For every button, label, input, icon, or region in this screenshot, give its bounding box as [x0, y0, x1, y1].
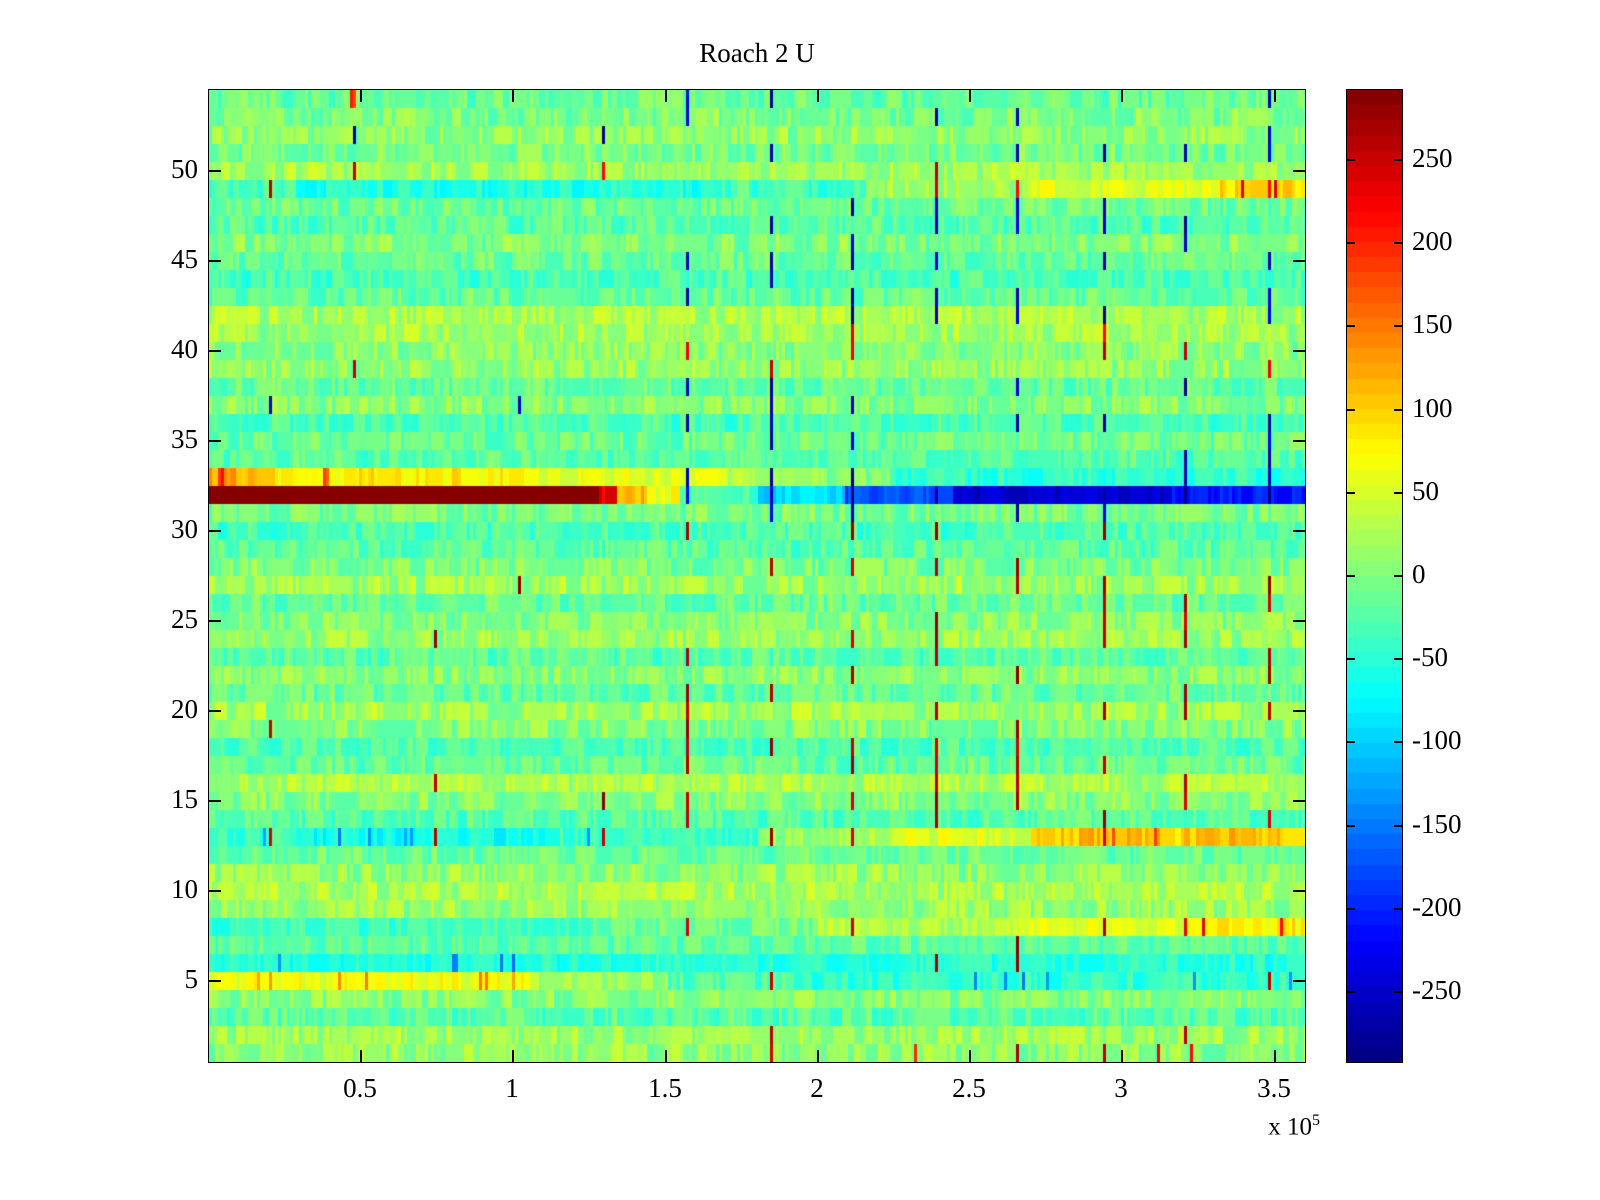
colorbar-tick-label: -100	[1412, 725, 1462, 755]
x-tick-label: 0.5	[343, 1073, 377, 1103]
x-tick	[969, 1050, 971, 1062]
x-tick	[360, 1050, 362, 1062]
y-tick-right	[1293, 260, 1305, 262]
y-tick	[209, 440, 221, 442]
y-tick-label: 40	[171, 334, 198, 364]
x-tick-top	[969, 90, 971, 102]
colorbar	[1346, 89, 1403, 1063]
colorbar-tick-label: -50	[1412, 642, 1448, 672]
y-tick	[209, 350, 221, 352]
colorbar-tick	[1347, 409, 1355, 411]
x-tick	[817, 1050, 819, 1062]
colorbar-tick	[1347, 325, 1355, 327]
y-tick	[209, 800, 221, 802]
plot-title: Roach 2 U	[699, 38, 815, 68]
y-tick	[209, 890, 221, 892]
y-tick-right	[1293, 170, 1305, 172]
colorbar-tick	[1347, 492, 1355, 494]
colorbar-tick-right	[1394, 492, 1402, 494]
x-tick	[1121, 1050, 1123, 1062]
colorbar-tick-right	[1394, 991, 1402, 993]
x-axis-exponent-label: x 105	[1225, 1112, 1320, 1141]
colorbar-tick-right	[1394, 575, 1402, 577]
colorbar-tick	[1347, 658, 1355, 660]
colorbar-tick-right	[1394, 825, 1402, 827]
x-tick-label: 3.5	[1257, 1073, 1291, 1103]
heatmap-plot-area	[208, 89, 1306, 1063]
colorbar-canvas	[1347, 90, 1402, 1062]
y-tick-label: 30	[171, 514, 198, 544]
y-tick-right	[1293, 890, 1305, 892]
y-tick	[209, 260, 221, 262]
exponent-prefix: x 10	[1268, 1113, 1312, 1141]
y-tick-right	[1293, 980, 1305, 982]
y-tick-label: 35	[171, 424, 198, 454]
colorbar-tick	[1347, 242, 1355, 244]
colorbar-tick-label: 250	[1412, 143, 1453, 173]
x-tick-top	[1274, 90, 1276, 102]
y-tick-label: 15	[171, 784, 198, 814]
x-tick-label: 3	[1114, 1073, 1128, 1103]
colorbar-tick-right	[1394, 741, 1402, 743]
x-tick-label: 2	[810, 1073, 824, 1103]
y-tick	[209, 980, 221, 982]
colorbar-tick-right	[1394, 242, 1402, 244]
colorbar-tick-label: 0	[1412, 559, 1426, 589]
colorbar-tick-label: -150	[1412, 809, 1462, 839]
colorbar-tick-label: -200	[1412, 892, 1462, 922]
x-tick	[512, 1050, 514, 1062]
colorbar-tick-right	[1394, 325, 1402, 327]
x-tick-top	[512, 90, 514, 102]
colorbar-tick	[1347, 575, 1355, 577]
y-tick-label: 25	[171, 604, 198, 634]
y-tick-right	[1293, 710, 1305, 712]
colorbar-tick-label: -250	[1412, 975, 1462, 1005]
colorbar-tick-right	[1394, 409, 1402, 411]
colorbar-tick-right	[1394, 908, 1402, 910]
x-tick-label: 1.5	[648, 1073, 682, 1103]
y-tick	[209, 530, 221, 532]
y-tick	[209, 170, 221, 172]
colorbar-tick	[1347, 991, 1355, 993]
colorbar-tick	[1347, 741, 1355, 743]
y-tick-label: 10	[171, 874, 198, 904]
colorbar-tick-label: 150	[1412, 309, 1453, 339]
colorbar-tick-label: 50	[1412, 476, 1439, 506]
colorbar-tick	[1347, 825, 1355, 827]
y-tick-label: 50	[171, 154, 198, 184]
y-tick	[209, 710, 221, 712]
y-tick-right	[1293, 620, 1305, 622]
exponent-value: 5	[1312, 1112, 1320, 1129]
x-tick-label: 1	[505, 1073, 519, 1103]
y-tick-label: 5	[184, 964, 199, 994]
y-tick-right	[1293, 440, 1305, 442]
x-tick-top	[360, 90, 362, 102]
colorbar-tick-label: 100	[1412, 393, 1453, 423]
y-tick-right	[1293, 530, 1305, 532]
x-tick-top	[665, 90, 667, 102]
x-tick	[665, 1050, 667, 1062]
x-tick-top	[817, 90, 819, 102]
y-tick-right	[1293, 800, 1305, 802]
y-tick-label: 45	[171, 244, 198, 274]
colorbar-tick	[1347, 159, 1355, 161]
x-tick-top	[1121, 90, 1123, 102]
y-tick-right	[1293, 350, 1305, 352]
x-tick-label: 2.5	[952, 1073, 986, 1103]
y-tick-label: 20	[171, 694, 198, 724]
colorbar-tick-label: 200	[1412, 226, 1453, 256]
y-tick	[209, 620, 221, 622]
colorbar-tick-right	[1394, 658, 1402, 660]
heatmap-canvas	[209, 90, 1305, 1062]
colorbar-tick-right	[1394, 159, 1402, 161]
colorbar-tick	[1347, 908, 1355, 910]
x-tick	[1274, 1050, 1276, 1062]
